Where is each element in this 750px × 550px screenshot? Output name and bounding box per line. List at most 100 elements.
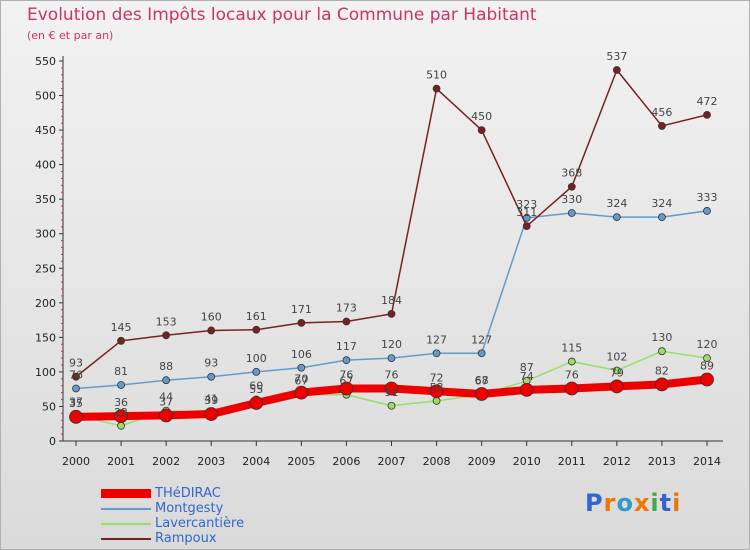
x-tick-label: 2003 [197, 455, 225, 468]
data-point-montgesty [72, 384, 80, 393]
data-label-lavercantiere: 22 [114, 406, 128, 419]
data-label-rampoux: 368 [561, 167, 582, 180]
data-label-montgesty: 323 [516, 198, 537, 211]
data-point-montgesty [432, 349, 441, 358]
legend-label: THéDIRAC [155, 486, 221, 501]
x-tick-label: 2007 [378, 455, 406, 468]
data-point-montgesty [387, 354, 396, 362]
data-label-montgesty: 127 [426, 333, 447, 346]
data-point-thedirac [564, 381, 579, 396]
y-tick-label: 150 [35, 331, 56, 344]
data-point-thedirac [339, 381, 354, 396]
data-label-montgesty: 100 [246, 352, 267, 365]
data-point-rampoux [162, 331, 171, 340]
data-label-lavercantiere: 67 [339, 375, 353, 388]
data-point-montgesty [703, 207, 711, 215]
data-point-rampoux [567, 182, 576, 191]
data-point-thedirac [159, 408, 174, 423]
data-label-rampoux: 537 [606, 50, 627, 63]
data-point-thedirac [519, 382, 534, 397]
data-label-rampoux: 153 [156, 315, 177, 328]
x-tick-label: 2006 [332, 455, 360, 468]
data-point-montgesty [658, 213, 666, 222]
data-label-rampoux: 93 [69, 357, 83, 370]
y-tick-label: 400 [35, 159, 56, 172]
data-label-thedirac: 39 [204, 394, 218, 407]
x-tick-label: 2001 [107, 455, 135, 468]
data-label-montgesty: 117 [336, 340, 357, 353]
data-label-lavercantiere: 67 [294, 375, 308, 388]
data-label-montgesty: 76 [69, 368, 83, 381]
data-label-montgesty: 127 [471, 333, 492, 346]
data-point-thedirac [700, 372, 714, 387]
x-tick-label: 2010 [513, 455, 541, 468]
data-point-thedirac [249, 396, 264, 410]
data-point-rampoux [342, 317, 351, 326]
data-label-thedirac: 79 [610, 366, 624, 379]
data-point-lavercantiere [432, 397, 441, 405]
x-tick-label: 2002 [152, 455, 180, 468]
data-point-rampoux [207, 326, 216, 335]
legend-item-rampoux: Rampoux [101, 531, 244, 546]
legend-swatch [101, 537, 151, 540]
data-point-thedirac [384, 381, 399, 396]
legend-label: Rampoux [155, 531, 217, 546]
data-point-rampoux [522, 222, 531, 231]
data-point-lavercantiere [387, 401, 396, 410]
data-label-montgesty: 93 [204, 357, 218, 370]
data-label-rampoux: 456 [651, 106, 672, 119]
x-tick-label: 2009 [468, 455, 496, 468]
legend-label: Montgesty [155, 501, 224, 516]
data-label-rampoux: 171 [291, 303, 312, 316]
legend-label: Lavercantière [155, 516, 245, 531]
data-point-montgesty [252, 368, 261, 376]
data-point-thedirac [655, 377, 669, 392]
data-point-montgesty [207, 372, 216, 381]
data-label-thedirac: 36 [114, 396, 128, 409]
data-label-lavercantiere: 51 [385, 386, 399, 399]
data-point-thedirac [204, 407, 219, 421]
data-label-thedirac: 76 [565, 368, 579, 381]
data-label-montgesty: 106 [291, 348, 312, 361]
data-label-lavercantiere: 58 [430, 381, 444, 394]
proxiti-logo: Proxiti [585, 489, 682, 517]
data-label-lavercantiere: 60 [249, 380, 263, 393]
y-tick-label: 450 [35, 124, 56, 137]
data-point-thedirac [474, 387, 489, 401]
data-label-lavercantiere: 130 [651, 331, 672, 344]
data-label-rampoux: 161 [246, 310, 267, 323]
data-point-montgesty [567, 209, 576, 217]
data-point-rampoux [252, 325, 261, 334]
x-tick-label: 2004 [242, 455, 270, 468]
data-point-rampoux [658, 122, 666, 130]
data-point-lavercantiere [117, 421, 125, 430]
x-tick-label: 2012 [603, 455, 631, 468]
data-label-lavercantiere: 115 [561, 342, 582, 355]
data-label-lavercantiere: 67 [475, 375, 489, 388]
data-point-rampoux [703, 110, 711, 119]
data-label-rampoux: 311 [516, 206, 537, 219]
data-point-montgesty [477, 349, 486, 358]
data-point-montgesty [612, 213, 621, 222]
y-tick-label: 250 [35, 262, 56, 275]
legend-swatch [101, 507, 151, 510]
y-tick-label: 0 [49, 435, 56, 448]
data-label-rampoux: 173 [336, 301, 357, 314]
data-label-thedirac: 35 [69, 397, 83, 410]
data-label-lavercantiere: 102 [606, 351, 627, 364]
data-label-thedirac: 82 [655, 364, 669, 377]
legend-item-montgesty: Montgesty [101, 501, 244, 516]
data-point-montgesty [342, 356, 351, 365]
data-label-montgesty: 324 [606, 197, 627, 210]
data-point-rampoux [297, 318, 306, 327]
data-point-montgesty [297, 363, 306, 372]
y-tick-label: 550 [35, 55, 56, 68]
data-point-rampoux [612, 66, 621, 74]
data-label-thedirac: 68 [475, 374, 489, 387]
data-label-montgesty: 88 [159, 360, 173, 373]
y-tick-label: 50 [42, 400, 56, 413]
data-label-rampoux: 184 [381, 294, 402, 307]
x-tick-label: 2008 [423, 455, 451, 468]
